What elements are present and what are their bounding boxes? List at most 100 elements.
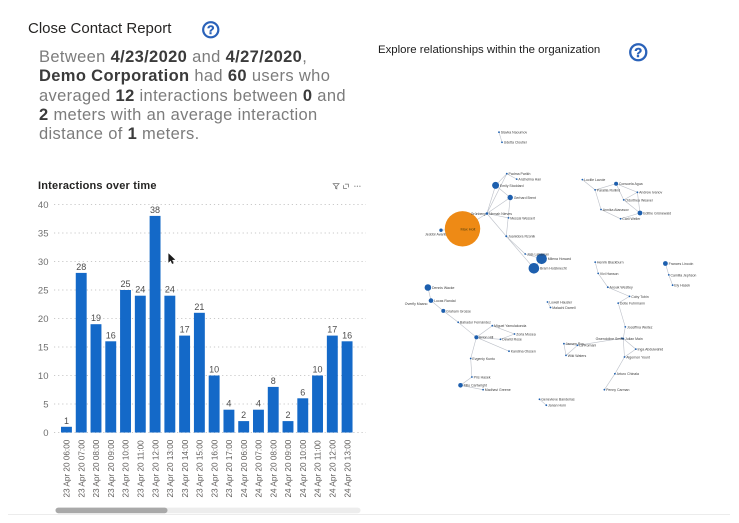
svg-text:1: 1 bbox=[64, 416, 69, 426]
svg-text:Jata Lahaman: Jata Lahaman bbox=[527, 252, 549, 256]
svg-text:Evgeniy Kunto: Evgeniy Kunto bbox=[472, 357, 495, 361]
svg-text:Gwendoline Smith: Gwendoline Smith bbox=[596, 337, 624, 341]
svg-text:Bahadur Fernández: Bahadur Fernández bbox=[460, 321, 491, 325]
svg-text:Milo Cartwright: Milo Cartwright bbox=[464, 384, 487, 388]
svg-text:Udetta Cloutier: Udetta Cloutier bbox=[504, 141, 528, 145]
svg-text:Dennis Wacke: Dennis Wacke bbox=[432, 286, 454, 290]
svg-text:Arturo Chinala: Arturo Chinala bbox=[617, 372, 639, 376]
svg-text:23 Apr 20 14:00: 23 Apr 20 14:00 bbox=[181, 439, 190, 497]
svg-text:Penny Carman: Penny Carman bbox=[606, 388, 629, 392]
svg-text:Graham Grosse: Graham Grosse bbox=[446, 309, 471, 313]
svg-text:2: 2 bbox=[241, 410, 246, 420]
svg-text:Milena Howard: Milena Howard bbox=[548, 257, 571, 261]
svg-text:Carli Weller: Carli Weller bbox=[622, 217, 641, 221]
svg-text:28: 28 bbox=[76, 262, 86, 272]
svg-text:Consuela Agua: Consuela Agua bbox=[619, 182, 643, 186]
svg-text:Coby Tobin: Coby Tobin bbox=[631, 295, 649, 299]
svg-text:24 Apr 20 08:00: 24 Apr 20 08:00 bbox=[269, 439, 278, 497]
svg-text:Grünberg: Grünberg bbox=[471, 212, 486, 216]
svg-text:Dewild Rose: Dewild Rose bbox=[502, 338, 522, 342]
svg-text:23 Apr 20 09:00: 23 Apr 20 09:00 bbox=[107, 439, 116, 497]
svg-text:15: 15 bbox=[38, 342, 49, 353]
svg-text:Lowell Hausler: Lowell Hausler bbox=[549, 300, 573, 304]
svg-text:24 Apr 20 10:00: 24 Apr 20 10:00 bbox=[299, 439, 308, 497]
svg-text:4: 4 bbox=[256, 399, 261, 409]
svg-text:30: 30 bbox=[38, 257, 49, 268]
svg-text:Bram Holzknecht: Bram Holzknecht bbox=[540, 267, 567, 271]
svg-text:Lucas Randal: Lucas Randal bbox=[434, 299, 456, 303]
svg-text:Odorthea Weaver: Odorthea Weaver bbox=[625, 198, 653, 202]
svg-text:23 Apr 20 08:00: 23 Apr 20 08:00 bbox=[92, 439, 101, 497]
svg-text:Nirmah Nieves: Nirmah Nieves bbox=[489, 212, 512, 216]
svg-text:23 Apr 20 16:00: 23 Apr 20 16:00 bbox=[210, 439, 219, 497]
svg-text:Mescal Wessert: Mescal Wessert bbox=[510, 216, 535, 220]
svg-text:2: 2 bbox=[285, 410, 290, 420]
svg-text:23 Apr 20 15:00: 23 Apr 20 15:00 bbox=[196, 439, 205, 497]
svg-text:Andrew Ivanov: Andrew Ivanov bbox=[639, 191, 662, 195]
svg-text:Inga Abdulwahid: Inga Abdulwahid bbox=[638, 348, 664, 352]
svg-text:Parallia Rollind: Parallia Rollind bbox=[597, 188, 620, 192]
svg-text:24 Apr 20 09:00: 24 Apr 20 09:00 bbox=[284, 439, 293, 497]
svg-text:16: 16 bbox=[342, 330, 352, 340]
svg-text:24 Apr 20 11:00: 24 Apr 20 11:00 bbox=[314, 440, 323, 498]
svg-text:24 Apr 20 07:00: 24 Apr 20 07:00 bbox=[255, 439, 264, 497]
svg-text:Overfly Maano: Overfly Maano bbox=[405, 302, 428, 306]
svg-text:24: 24 bbox=[135, 285, 145, 295]
svg-text:23 Apr 20 07:00: 23 Apr 20 07:00 bbox=[77, 439, 86, 497]
svg-text:23 Apr 20 13:00: 23 Apr 20 13:00 bbox=[166, 439, 175, 497]
svg-text:16: 16 bbox=[106, 330, 116, 340]
svg-text:Genevieve Bandeiras: Genevieve Bandeiras bbox=[541, 398, 575, 402]
svg-text:Juanidora Rzonik: Juanidora Rzonik bbox=[508, 235, 535, 239]
svg-text:Julian Main: Julian Main bbox=[625, 337, 643, 341]
svg-text:Wiki Waters: Wiki Waters bbox=[568, 354, 587, 358]
svg-text:10: 10 bbox=[313, 365, 323, 375]
svg-text:?: ? bbox=[634, 45, 642, 60]
svg-text:Gerhard Brent: Gerhard Brent bbox=[514, 196, 536, 200]
svg-text:Janan Horn: Janan Horn bbox=[548, 404, 566, 408]
svg-text:Anouk Westley: Anouk Westley bbox=[610, 286, 634, 290]
svg-text:Max Holt: Max Holt bbox=[461, 227, 477, 231]
svg-text:17: 17 bbox=[327, 325, 337, 335]
svg-text:24 Apr 20 13:00: 24 Apr 20 13:00 bbox=[343, 439, 352, 497]
svg-text:25: 25 bbox=[38, 285, 49, 296]
svg-text:23 Apr 20 10:00: 23 Apr 20 10:00 bbox=[122, 439, 131, 497]
svg-text:Dotie Fuhrmann: Dotie Fuhrmann bbox=[620, 302, 645, 306]
svg-text:25: 25 bbox=[121, 279, 131, 289]
svg-text:Zorla Mosea: Zorla Mosea bbox=[516, 332, 536, 336]
svg-text:23 Apr 20 17:00: 23 Apr 20 17:00 bbox=[225, 439, 234, 497]
svg-text:Pris Hasek: Pris Hasek bbox=[474, 375, 491, 379]
svg-text:6: 6 bbox=[300, 387, 305, 397]
svg-text:Lucille Lavoie: Lucille Lavoie bbox=[584, 178, 605, 182]
svg-text:38: 38 bbox=[150, 205, 160, 215]
svg-text:Vivi Hanson: Vivi Hanson bbox=[600, 272, 619, 276]
svg-text:24 Apr 20 06:00: 24 Apr 20 06:00 bbox=[240, 439, 249, 497]
svg-text:10: 10 bbox=[209, 365, 219, 375]
svg-text:Malachi Darrell: Malachi Darrell bbox=[552, 306, 576, 310]
svg-text:Annika Atanasov: Annika Atanasov bbox=[603, 208, 629, 212]
svg-text:Madhavi Greene: Madhavi Greene bbox=[485, 388, 511, 392]
svg-text:10: 10 bbox=[38, 371, 49, 382]
svg-text:Algernon Yount: Algernon Yount bbox=[626, 355, 650, 359]
svg-text:Anzhelina Han: Anzhelina Han bbox=[518, 178, 541, 182]
svg-text:Ely Hasek: Ely Hasek bbox=[674, 284, 690, 288]
svg-text:23 Apr 20 11:00: 23 Apr 20 11:00 bbox=[137, 440, 146, 498]
svg-text:24: 24 bbox=[165, 285, 175, 295]
svg-text:Slavka Naoumov: Slavka Naoumov bbox=[501, 131, 528, 135]
svg-text:21: 21 bbox=[194, 302, 204, 312]
svg-text:17: 17 bbox=[180, 325, 190, 335]
svg-text:0: 0 bbox=[43, 428, 48, 439]
svg-text:23 Apr 20 12:00: 23 Apr 20 12:00 bbox=[151, 439, 160, 497]
svg-text:Joceffina Weitez: Joceffina Weitez bbox=[627, 325, 653, 329]
svg-text:5: 5 bbox=[43, 399, 48, 410]
svg-text:Frances Lincoln: Frances Lincoln bbox=[669, 262, 694, 266]
svg-text:Jeddür Avanti: Jeddür Avanti bbox=[425, 233, 446, 237]
svg-text:Kandina Otosen: Kandina Otosen bbox=[511, 350, 536, 354]
svg-text:8: 8 bbox=[271, 376, 276, 386]
svg-text:20: 20 bbox=[38, 314, 49, 325]
svg-text:Edithe Grünewald: Edithe Grünewald bbox=[643, 211, 671, 215]
svg-text:19: 19 bbox=[91, 313, 101, 323]
svg-text:Emily Stoddard: Emily Stoddard bbox=[500, 184, 524, 188]
svg-text:Padma Parikh: Padma Parikh bbox=[509, 172, 531, 176]
svg-text:40: 40 bbox=[38, 200, 49, 211]
svg-text:4: 4 bbox=[226, 399, 231, 409]
